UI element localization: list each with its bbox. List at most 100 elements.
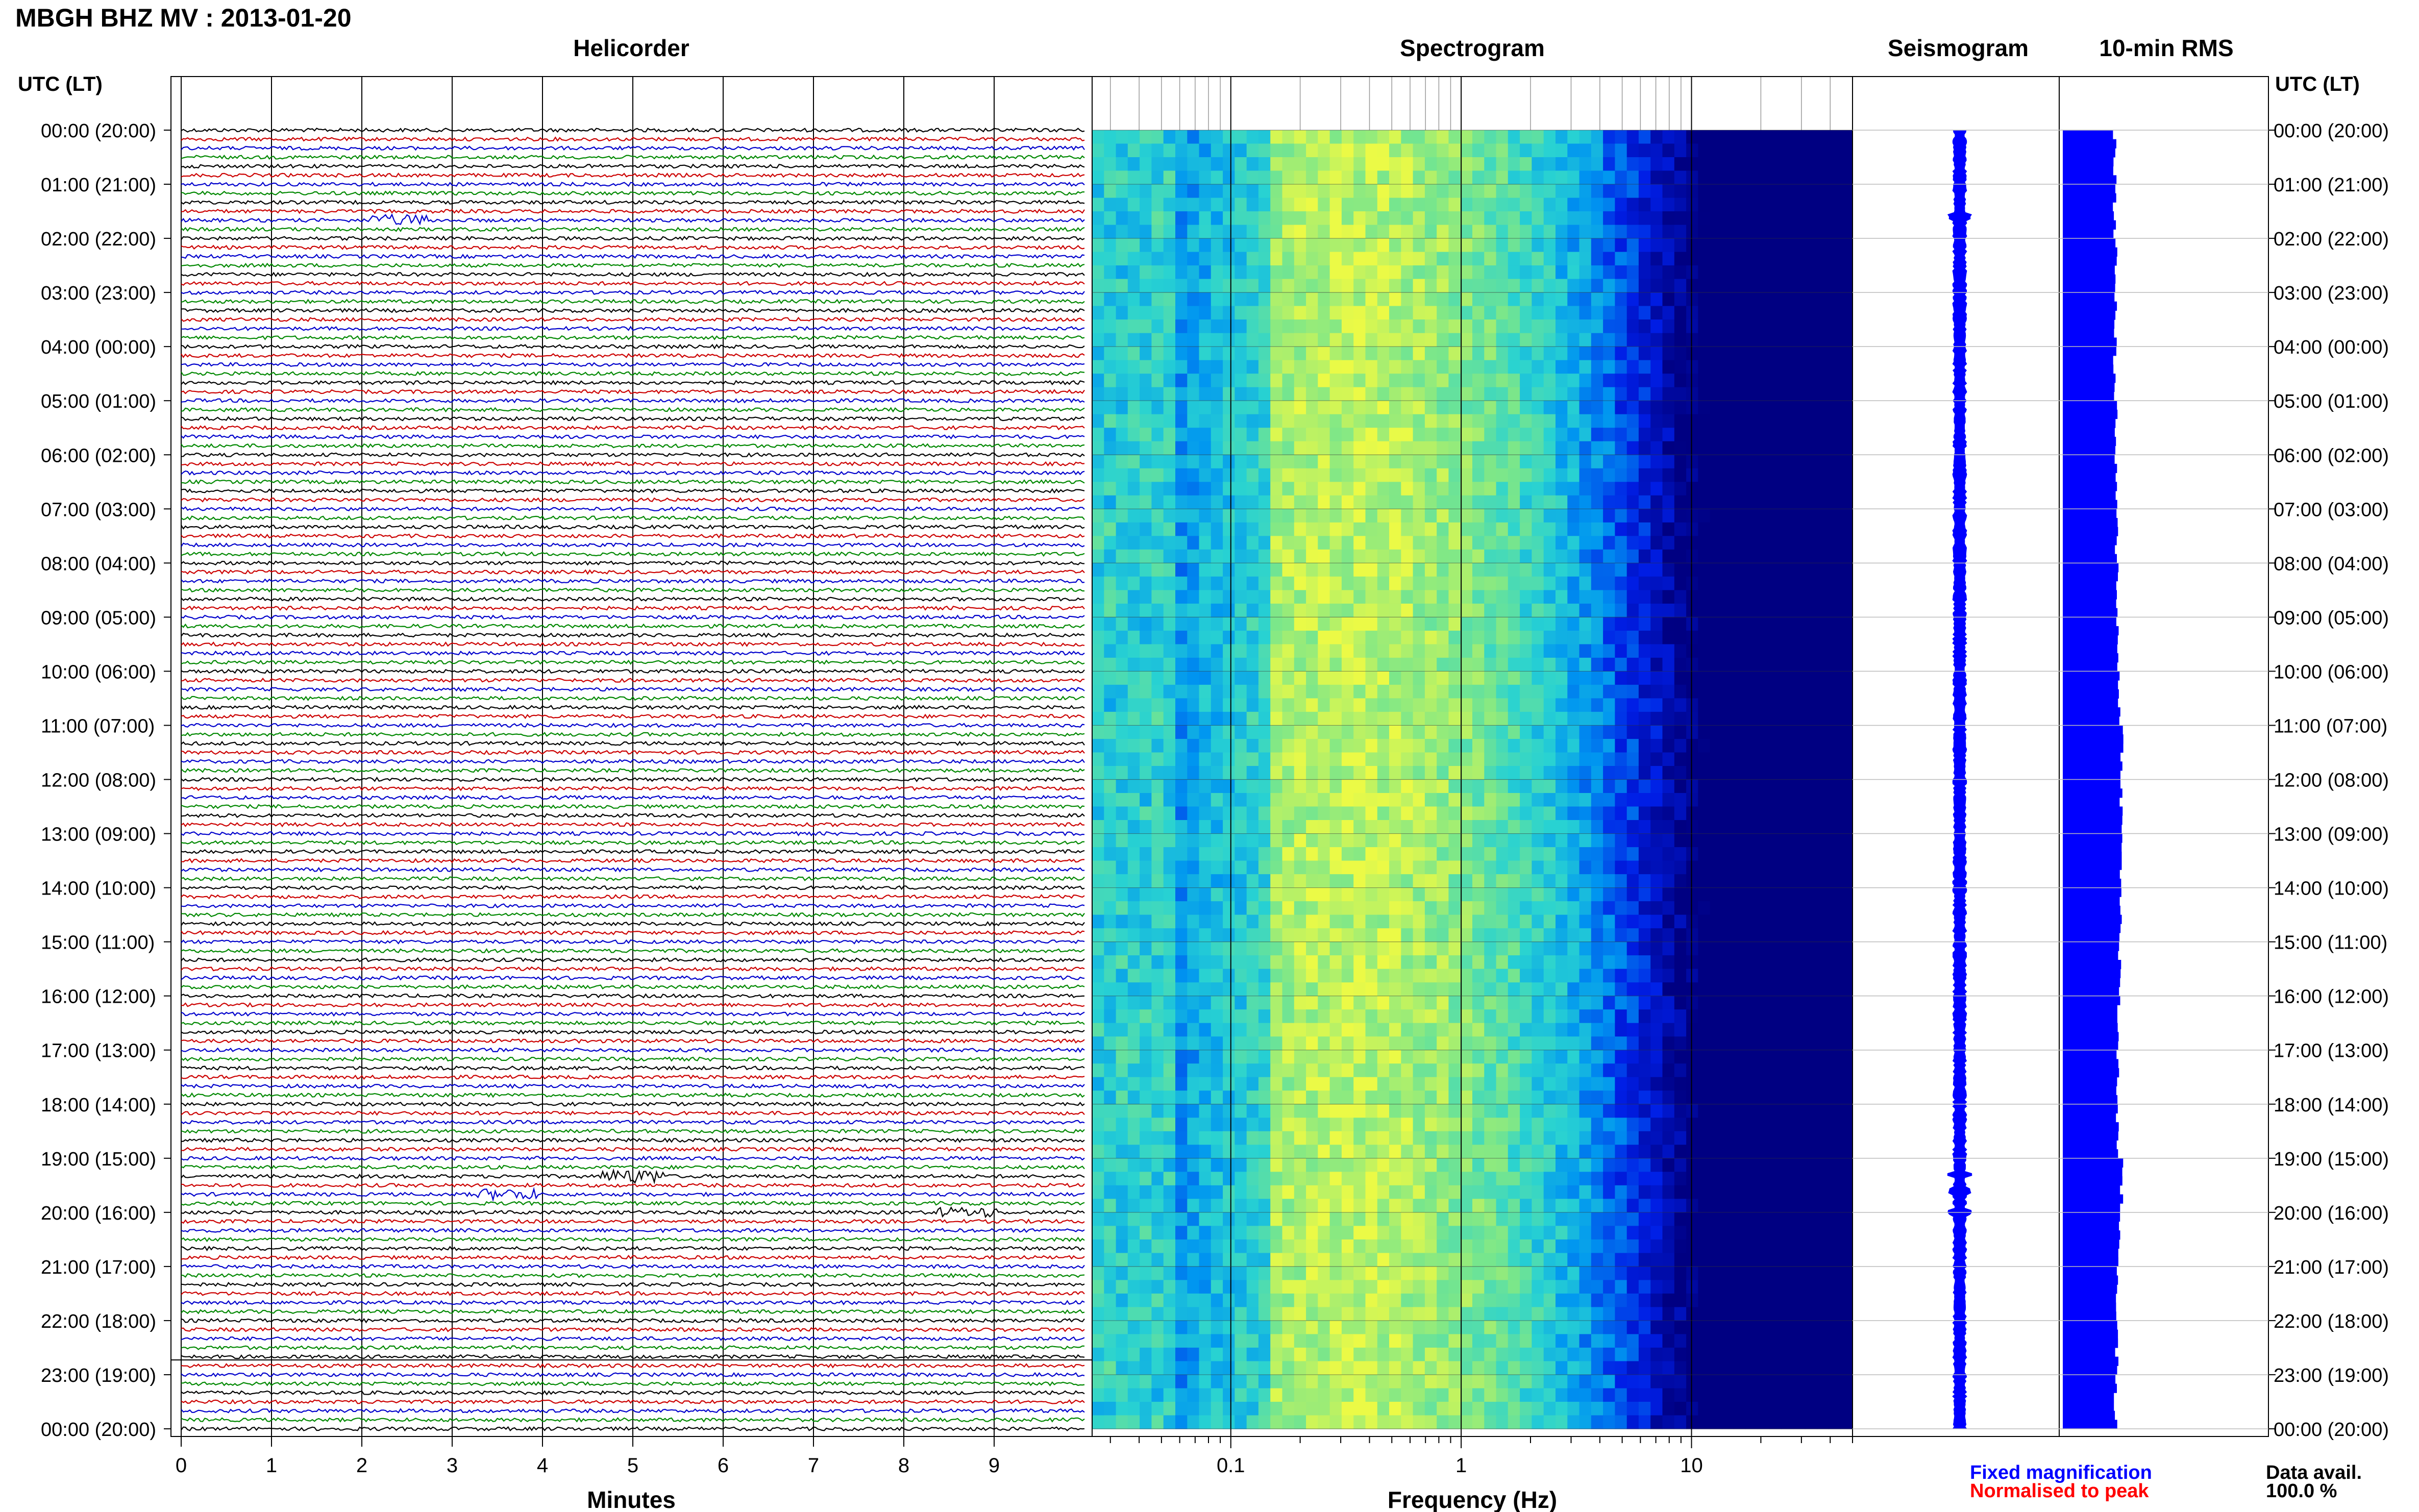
spectrogram-cell	[1781, 671, 1794, 685]
spectrogram-cell	[1793, 333, 1806, 347]
spectrogram-cell	[1781, 887, 1794, 902]
spectrogram-cell	[1472, 982, 1485, 997]
spectrogram-cell	[1365, 360, 1378, 374]
spectrogram-cell	[1817, 684, 1830, 699]
spectrogram-cell	[1424, 157, 1437, 171]
spectrogram-cell	[1567, 996, 1580, 1010]
spectrogram-cell	[1781, 143, 1794, 158]
spectrogram-cell	[1294, 1090, 1306, 1105]
spectrogram-cell	[1638, 901, 1651, 915]
spectrogram-cell	[1520, 766, 1532, 780]
spectrogram-cell	[1341, 1009, 1354, 1024]
spectrogram-cell	[1532, 279, 1544, 293]
spectrogram-cell	[1175, 644, 1188, 658]
spectrogram-cell	[1567, 522, 1580, 536]
spectrogram-cell	[1496, 711, 1509, 726]
spectrogram-cell	[1662, 509, 1675, 523]
spectrogram-cell	[1543, 617, 1556, 631]
spectrogram-cell	[1199, 630, 1212, 645]
spectrogram-cell	[1460, 509, 1473, 523]
spectrogram-cell	[1235, 1077, 1247, 1091]
spectrogram-cell	[1211, 414, 1223, 428]
spectrogram-cell	[1104, 941, 1117, 956]
spectrogram-cell	[1092, 711, 1104, 726]
spectrogram-cell	[1353, 265, 1366, 280]
spectrogram-cell	[1591, 590, 1603, 604]
spectrogram-cell	[1437, 319, 1449, 334]
spectrogram-cell	[1543, 928, 1556, 943]
spectrogram-cell	[1389, 319, 1401, 334]
spectrogram-cell	[1329, 211, 1342, 226]
spectrogram-cell	[1187, 766, 1200, 780]
spectrogram-cell	[1163, 887, 1176, 902]
spectrogram-cell	[1769, 143, 1782, 158]
spectrogram-cell	[1579, 211, 1592, 226]
spectrogram-cell	[1472, 955, 1485, 970]
spectrogram-cell	[1615, 1104, 1627, 1118]
spectrogram-cell	[1674, 901, 1687, 915]
spectrogram-cell	[1175, 143, 1188, 158]
spectrogram-cell	[1662, 387, 1675, 401]
spectrogram-cell	[1163, 969, 1176, 983]
spectrogram-cell	[1437, 292, 1449, 307]
spectrogram-cell	[1674, 820, 1687, 834]
spectrogram-cell	[1556, 441, 1568, 455]
spectrogram-cell	[1116, 360, 1128, 374]
spectrogram-cell	[1829, 928, 1841, 943]
spectrogram-cell	[1294, 360, 1306, 374]
spectrogram-cell	[1235, 644, 1247, 658]
spectrogram-cell	[1579, 549, 1592, 563]
spectrogram-cell	[1199, 766, 1212, 780]
spectrogram-cell	[1543, 576, 1556, 590]
spectrogram-cell	[1092, 955, 1104, 970]
spectrogram-cell	[1829, 333, 1841, 347]
spectrogram-cell	[1127, 1131, 1140, 1145]
spectrogram-cell	[1104, 333, 1117, 347]
spectrogram-cell	[1211, 1131, 1223, 1145]
spectrogram-cell	[1710, 387, 1722, 401]
spectrogram-cell	[1817, 374, 1830, 388]
spectrogram-cell	[1591, 346, 1603, 361]
spectrogram-cell	[1329, 130, 1342, 144]
spectrogram-cell	[1460, 806, 1473, 821]
helicorder-trace	[181, 587, 1085, 593]
spectrogram-cell	[1235, 306, 1247, 320]
spectrogram-cell	[1662, 522, 1675, 536]
spectrogram-cell	[1329, 184, 1342, 199]
spectrogram-cell	[1567, 563, 1580, 577]
spectrogram-cell	[1116, 590, 1128, 604]
spectrogram-cell	[1698, 779, 1711, 794]
spectrogram-cell	[1567, 414, 1580, 428]
spectrogram-cell	[1187, 252, 1200, 266]
spectrogram-cell	[1674, 1104, 1687, 1118]
spectrogram-cell	[1805, 225, 1817, 239]
spectrogram-cell	[1175, 197, 1188, 212]
spectrogram-cell	[1817, 1009, 1830, 1024]
spectrogram-cell	[1294, 644, 1306, 658]
spectrogram-cell	[1674, 1036, 1687, 1051]
spectrogram-cell	[1508, 1036, 1520, 1051]
spectrogram-cell	[1140, 806, 1152, 821]
spectrogram-cell	[1567, 292, 1580, 307]
spectrogram-cell	[1127, 455, 1140, 469]
spectrogram-cell	[1781, 509, 1794, 523]
spectrogram-cell	[1187, 279, 1200, 293]
spectrogram-cell	[1591, 1063, 1603, 1078]
spectrogram-cell	[1626, 414, 1639, 428]
spectrogram-cell	[1127, 387, 1140, 401]
spectrogram-cell	[1840, 1118, 1853, 1132]
spectrogram-cell	[1579, 346, 1592, 361]
spectrogram-cell	[1270, 752, 1283, 766]
spectrogram-cell	[1092, 1077, 1104, 1091]
spectrogram-cell	[1638, 1063, 1651, 1078]
spectrogram-cell	[1104, 617, 1117, 631]
spectrogram-cell	[1698, 184, 1711, 199]
spectrogram-cell	[1721, 901, 1734, 915]
spectrogram-cell	[1615, 184, 1627, 199]
spectrogram-cell	[1270, 901, 1283, 915]
spectrogram-cell	[1543, 252, 1556, 266]
spectrogram-cell	[1484, 941, 1497, 956]
spectrogram-cell	[1401, 549, 1414, 563]
spectrogram-cell	[1424, 887, 1437, 902]
spectrogram-cell	[1306, 833, 1318, 848]
